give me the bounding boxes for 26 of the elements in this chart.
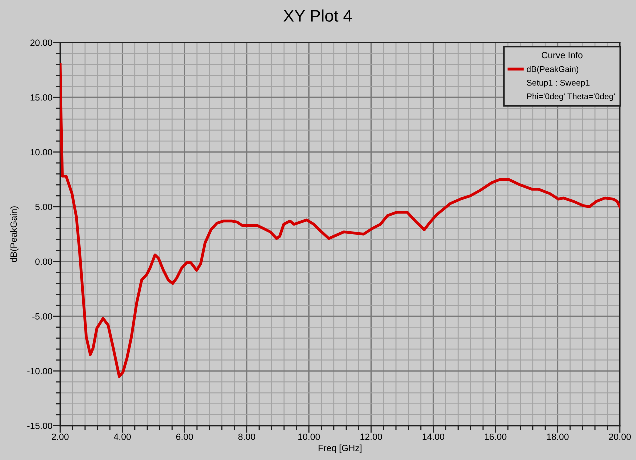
x-tick-label: 2.00 bbox=[52, 434, 69, 440]
x-tick-label: 8.00 bbox=[238, 434, 256, 440]
legend-title: Curve Info bbox=[542, 52, 583, 59]
x-tick-label: 6.00 bbox=[176, 434, 194, 440]
x-tick-label: 12.00 bbox=[360, 434, 382, 440]
x-tick-label: 20.00 bbox=[609, 434, 632, 440]
legend-label: dB(PeakGain) bbox=[527, 66, 579, 74]
y-tick-label: -15.00 bbox=[28, 422, 52, 430]
x-tick-label: 14.00 bbox=[422, 434, 444, 440]
y-tick-label: 0.00 bbox=[36, 258, 52, 266]
x-tick-label: 10.00 bbox=[298, 434, 320, 440]
x-axis-title: Freq [GHz] bbox=[318, 444, 362, 454]
y-tick-label: 20.00 bbox=[30, 40, 52, 46]
x-tick-label: 18.00 bbox=[547, 434, 569, 440]
annotation: Phi='0deg' Theta='0deg' bbox=[527, 93, 615, 102]
y-axis-title: dB(PeakGain) bbox=[10, 206, 19, 262]
y-tick-label: -10.00 bbox=[28, 368, 52, 375]
y-tick-label: 15.00 bbox=[30, 94, 52, 101]
line-series bbox=[60, 63, 620, 378]
annotation: Setup1 : Sweep1 bbox=[527, 80, 590, 88]
y-tick-label: 10.00 bbox=[30, 149, 52, 156]
x-tick-label: 4.00 bbox=[114, 434, 132, 440]
chart-title: XY Plot 4 bbox=[284, 10, 352, 22]
x-tick-label: 16.00 bbox=[485, 434, 507, 440]
y-tick-label: 5.00 bbox=[36, 204, 52, 210]
y-tick-label: -5.00 bbox=[32, 313, 52, 320]
